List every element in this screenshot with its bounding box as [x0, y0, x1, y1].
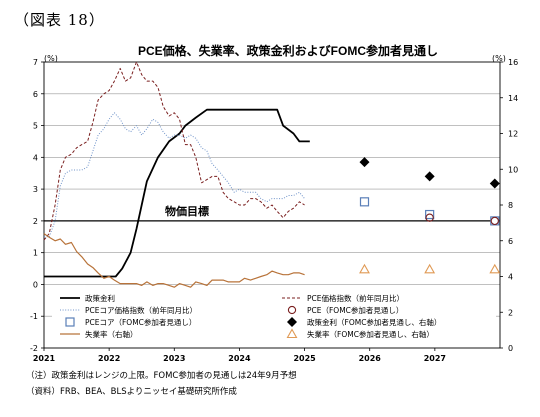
projection-marker: [489, 178, 500, 189]
series-line: [44, 112, 305, 238]
projection-markers: [359, 157, 501, 274]
x-tick-label: 2024: [228, 354, 251, 363]
y-right-tick-label: 2: [508, 308, 513, 317]
projection-marker: [359, 197, 370, 207]
legend-label: PCEコア（FOMC参加者見通し）: [85, 317, 196, 327]
legend-swatch: [65, 317, 75, 327]
legend-label: 失業率（FOMC参加者見通し、右軸）: [307, 329, 434, 339]
legend-swatch: [287, 305, 297, 315]
y-left-tick-label: 3: [33, 185, 38, 194]
y-left-tick-label: -2: [30, 344, 38, 353]
projection-marker: [490, 216, 499, 226]
y-right-tick-label: 10: [508, 165, 518, 174]
left-axis-unit: (%): [44, 54, 58, 63]
series-line: [44, 108, 310, 278]
legend-label: 政策金利: [85, 293, 115, 303]
y-right-tick-label: 8: [508, 201, 513, 210]
source-line: （資料）FRB、BEA、BLSよりニッセイ基礎研究所作成: [26, 387, 237, 397]
x-tick-label: 2027: [424, 354, 446, 363]
y-right-tick-label: 6: [508, 237, 513, 246]
projection-marker: [359, 157, 370, 168]
legend-label: 政策金利（FOMC参加者見通し、右軸）: [307, 317, 441, 327]
y-left-tick-label: 4: [33, 153, 38, 162]
legend-label: PCE価格指数（前年同月比）: [307, 293, 404, 303]
projection-marker: [425, 213, 434, 222]
x-tick-label: 2026: [359, 354, 382, 363]
series-line: [43, 233, 305, 288]
projection-marker: [424, 171, 435, 182]
x-tick-label: 2022: [98, 354, 120, 363]
x-tick-label: 2025: [293, 354, 316, 363]
y-left-tick-label: 6: [33, 90, 38, 99]
y-right-tick-label: 0: [508, 344, 513, 353]
y-left-tick-label: -1: [30, 312, 38, 321]
x-tick-label: 2021: [33, 354, 56, 363]
legend-label: PCEコア価格指数（前年同月比）: [85, 305, 197, 315]
y-right-tick-label: 12: [508, 130, 518, 139]
figure-label: （図表 18）: [14, 11, 105, 29]
y-left-tick-label: 0: [33, 280, 38, 289]
right-axis-unit: (%): [492, 54, 506, 63]
projection-marker: [424, 263, 436, 274]
projection-marker: [359, 263, 370, 274]
legend-swatch: [286, 328, 298, 339]
legend-label: PCE（FOMC参加者見通し）: [307, 305, 403, 315]
note-line: （注）政策金利はレンジの上限。FOMC参加者の見通しは24年9月予想: [26, 371, 297, 381]
projection-marker: [489, 263, 501, 274]
y-right-tick-label: 16: [508, 58, 518, 67]
series-line: [43, 61, 305, 241]
legend-swatch: [287, 317, 297, 327]
legend-label: 失業率（右軸）: [85, 329, 138, 339]
y-right-tick-label: 14: [508, 94, 518, 103]
target-line-label: 物価目標: [165, 204, 209, 218]
y-left-tick-label: 7: [33, 58, 38, 67]
x-tick-label: 2023: [163, 354, 185, 363]
y-left-tick-label: 1: [33, 249, 38, 258]
plot-frame: [43, 61, 501, 349]
legend-background: [52, 289, 496, 346]
legend: 政策金利 PCE価格指数（前年同月比） PCEコア価格指数（前年同月比） PCE（FO…: [52, 289, 496, 346]
y-right-tick-label: 4: [508, 273, 513, 282]
y-left-tick-label: 2: [33, 217, 38, 226]
y-left-tick-label: 5: [33, 122, 38, 131]
series-lines: [43, 61, 310, 288]
chart-title: PCE価格、失業率、政策金利およびFOMC参加者見通し: [138, 43, 438, 58]
